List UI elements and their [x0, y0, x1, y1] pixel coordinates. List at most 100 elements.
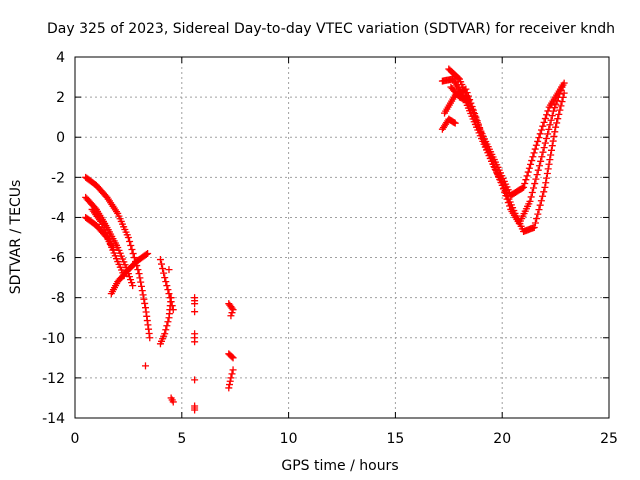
data-point — [544, 130, 552, 138]
data-point — [540, 118, 548, 126]
data-point — [545, 125, 553, 133]
data-point — [541, 115, 549, 123]
data-point — [191, 406, 199, 414]
data-point — [164, 286, 172, 294]
data-point — [548, 142, 556, 150]
plot-frame — [74, 56, 610, 419]
data-point — [226, 377, 234, 385]
data-point — [541, 183, 549, 191]
data-point — [531, 180, 539, 188]
data-point — [550, 132, 558, 140]
data-point — [553, 119, 561, 127]
y-tick-label: -10 — [42, 331, 65, 347]
data-point — [533, 215, 541, 223]
data-point — [528, 157, 536, 165]
data-point — [503, 195, 511, 203]
data-point — [129, 250, 137, 258]
data-point — [532, 141, 540, 149]
data-point — [135, 270, 143, 278]
data-point — [129, 282, 137, 290]
data-point — [141, 299, 149, 307]
data-point — [496, 175, 504, 183]
data-point — [127, 276, 135, 284]
data-point — [540, 144, 548, 152]
data-point — [531, 145, 539, 153]
data-point — [139, 291, 147, 299]
data-point — [164, 318, 172, 326]
data-point — [527, 193, 535, 201]
data-point — [191, 300, 199, 308]
data-point — [555, 110, 563, 118]
data-point — [127, 242, 135, 250]
data-point — [191, 308, 199, 316]
data-point — [160, 269, 168, 277]
data-point — [546, 121, 554, 129]
data-point — [474, 120, 482, 128]
data-point — [468, 103, 476, 111]
data-point — [162, 326, 170, 334]
data-point — [528, 188, 536, 196]
data-point — [506, 202, 514, 210]
data-point — [462, 85, 470, 93]
data-point — [451, 119, 459, 127]
data-point — [141, 362, 149, 370]
data-point — [527, 160, 535, 168]
y-tick-label: -6 — [51, 251, 65, 267]
data-point — [228, 353, 236, 361]
data-point — [542, 179, 550, 187]
data-point — [556, 106, 564, 114]
data-point — [534, 166, 542, 174]
y-tick-label: -12 — [42, 371, 65, 387]
data-point — [473, 117, 481, 125]
data-point — [544, 107, 552, 115]
data-point — [454, 74, 462, 82]
data-point — [551, 128, 559, 136]
data-point — [558, 98, 566, 106]
data-point — [560, 79, 568, 87]
data-point — [521, 180, 529, 188]
data-point — [536, 201, 544, 209]
data-point — [450, 119, 458, 127]
data-point — [540, 188, 548, 196]
data-point — [544, 165, 552, 173]
data-point — [161, 330, 169, 338]
data-point — [165, 290, 173, 298]
data-point — [530, 184, 538, 192]
data-point — [539, 122, 547, 130]
data-point — [167, 294, 175, 302]
data-point — [545, 160, 553, 168]
data-point — [163, 322, 171, 330]
chart-title: Day 325 of 2023, Sidereal Day-to-day VTE… — [47, 21, 615, 37]
data-point — [520, 183, 528, 191]
data-point — [557, 102, 565, 110]
data-point — [547, 146, 555, 154]
data-point — [156, 256, 164, 264]
x-tick-label: 10 — [280, 431, 298, 447]
data-point — [547, 116, 555, 124]
data-point — [227, 374, 235, 382]
x-tick-label: 25 — [600, 431, 618, 447]
data-point — [538, 153, 546, 161]
data-point — [472, 113, 480, 121]
data-point — [542, 134, 550, 142]
data-point — [539, 148, 547, 156]
y-tick-label: -2 — [51, 170, 65, 186]
data-point — [191, 338, 199, 346]
data-point — [162, 278, 170, 286]
data-point — [530, 223, 538, 231]
data-point — [463, 89, 471, 97]
data-point — [125, 273, 133, 281]
data-point — [546, 156, 554, 164]
data-point — [543, 111, 551, 119]
data-point — [533, 171, 541, 179]
y-tick-label: -4 — [51, 210, 65, 226]
data-point — [543, 174, 551, 182]
data-point — [543, 169, 551, 177]
y-tick-label: -8 — [51, 291, 65, 307]
data-point — [228, 309, 236, 317]
data-point — [138, 287, 146, 295]
data-point — [526, 197, 534, 205]
data-point — [518, 184, 526, 192]
data-point — [532, 175, 540, 183]
data-point — [225, 384, 233, 392]
